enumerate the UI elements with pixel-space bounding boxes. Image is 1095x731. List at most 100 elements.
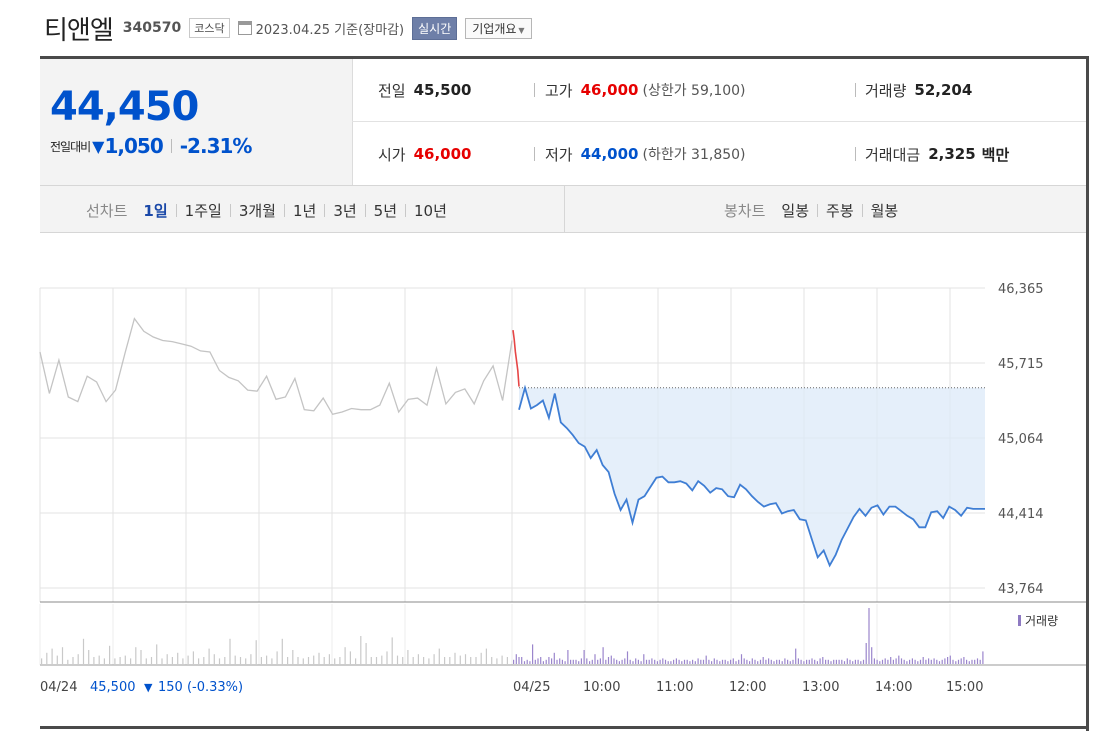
- volume-bar-today: [640, 661, 642, 664]
- volume-bar-today: [876, 659, 878, 664]
- realtime-button[interactable]: 실시간: [412, 16, 458, 40]
- volume-bar-today: [938, 661, 941, 664]
- volume-bar-prev: [166, 654, 168, 664]
- line-chart-periods: 선차트 1일 1주일 3개월 1년 3년 5년 10년: [86, 200, 447, 221]
- volume-bar-today: [816, 661, 818, 664]
- volume-bar-today: [675, 658, 677, 664]
- line-period-tab-0[interactable]: 1일: [143, 202, 168, 220]
- volume-bar-today: [735, 661, 737, 664]
- volume-bar-today: [542, 661, 544, 664]
- stock-header: 티앤엘 340570 코스닥 2023.04.25 기준(장마감) 실시간 기업…: [44, 10, 532, 46]
- volume-bar-today: [982, 651, 984, 664]
- volume-bar-prev: [475, 657, 477, 664]
- line-period-tab-4[interactable]: 3년: [333, 202, 357, 220]
- candle-period-tab-2[interactable]: 월봉: [870, 202, 899, 220]
- volume-bar-today: [768, 658, 770, 664]
- volume-bar-prev: [182, 658, 184, 664]
- volume-bar-today: [713, 658, 715, 664]
- volume-bar-prev: [375, 657, 378, 664]
- calendar-icon: [237, 21, 252, 35]
- candle-period-tab-0[interactable]: 일봉: [781, 202, 810, 220]
- upper-limit: (상한가 59,100): [642, 83, 746, 99]
- info-divider: [534, 147, 535, 161]
- volume-bar-today: [854, 659, 856, 664]
- volume-bar-today: [871, 647, 873, 664]
- volume-bar-today: [952, 659, 954, 664]
- volume-bar-prev: [135, 647, 137, 664]
- intraday-chart: 46,365 45,715 45,064 44,414 43,764 거래량 04/24…: [39, 282, 1086, 695]
- volume-bar-today: [578, 661, 580, 664]
- volume-bar-prev: [417, 654, 419, 664]
- volume-bar-today: [727, 661, 729, 664]
- volume-bar-today: [724, 659, 726, 664]
- volume-bar-today: [787, 659, 789, 664]
- line-period-tab-1[interactable]: 1주일: [184, 202, 222, 220]
- volume-bar-today: [719, 661, 721, 664]
- volume-bar-today: [705, 655, 707, 664]
- volume-bar-today: [689, 661, 691, 664]
- volume-bar-prev: [396, 655, 399, 664]
- volume-bar-today: [966, 659, 968, 664]
- volume-bar-prev: [260, 657, 262, 664]
- volume-bar-today: [757, 661, 759, 664]
- candle-period-tab-1[interactable]: 주봉: [826, 202, 854, 220]
- period-divider: [175, 204, 177, 217]
- volume-bar-today: [743, 658, 745, 664]
- volume-bar-today: [890, 657, 892, 664]
- volume-bar-today: [626, 651, 629, 664]
- volume-bar-today: [583, 650, 585, 664]
- volume-bar-today: [919, 659, 922, 664]
- x-tick-label: 10:00: [583, 680, 620, 695]
- volume-bar-prev: [501, 655, 503, 664]
- line-period-tab-6[interactable]: 10년: [414, 202, 447, 220]
- volume-bar-prev: [423, 657, 425, 664]
- volume-bar-today: [746, 659, 748, 664]
- volume-bar-today: [974, 659, 976, 664]
- volume-bar-prev: [124, 655, 126, 664]
- volume-bar-today: [789, 661, 791, 664]
- company-overview-dropdown[interactable]: 기업개요 ▼: [465, 17, 532, 39]
- volume-bar-today: [860, 661, 862, 664]
- current-price: 44,450: [50, 84, 199, 130]
- period-bar-divider: [564, 186, 565, 232]
- volume-bar-prev: [109, 645, 111, 664]
- line-period-tab-3[interactable]: 1년: [292, 202, 317, 220]
- volume-bar-prev: [145, 658, 147, 664]
- volume-bar-today: [670, 661, 672, 664]
- volume-bar-today: [976, 658, 979, 664]
- volume-bar-today: [694, 661, 696, 664]
- volume-bar-today: [922, 657, 924, 664]
- volume-bar-prev: [297, 657, 299, 664]
- period-divider: [405, 204, 406, 217]
- volume-bar-today: [944, 658, 946, 664]
- volume-bar-prev: [402, 657, 404, 664]
- line-period-tab-5[interactable]: 5년: [373, 202, 397, 220]
- volume-bar-prev: [506, 657, 508, 664]
- volume-bar-prev: [266, 655, 268, 664]
- volume-bar-today: [841, 659, 843, 664]
- x-tick-label: 11:00: [656, 680, 693, 695]
- volume-bar-today: [911, 658, 913, 664]
- volume-bar-today: [740, 654, 743, 664]
- line-period-tab-2[interactable]: 3개월: [238, 202, 276, 220]
- candle-chart-title: 봉차트: [724, 202, 766, 220]
- high-label: 고가: [545, 81, 573, 100]
- volume-bar-today: [808, 659, 810, 664]
- period-divider: [324, 204, 326, 217]
- volume-bar-prev: [313, 655, 315, 664]
- prev-close-value: 45,500: [413, 81, 472, 99]
- x-tick-label: 12:00: [729, 680, 766, 695]
- high-value: 46,000: [580, 81, 639, 99]
- volume-bar-prev: [355, 658, 357, 664]
- company-name: 티앤엘: [44, 15, 114, 46]
- x-tick-label: 14:00: [875, 680, 912, 695]
- volume-bar-today: [564, 661, 566, 664]
- volume-bar-today: [917, 661, 919, 664]
- volume-bar-prev: [287, 657, 289, 664]
- volume-bar-today: [610, 655, 612, 664]
- footer-down-icon: ▼: [144, 681, 153, 694]
- volume-bar-today: [838, 659, 840, 664]
- volume-bar-today: [960, 658, 962, 664]
- volume-bar-prev: [150, 657, 153, 664]
- volume-bar-today: [792, 659, 794, 664]
